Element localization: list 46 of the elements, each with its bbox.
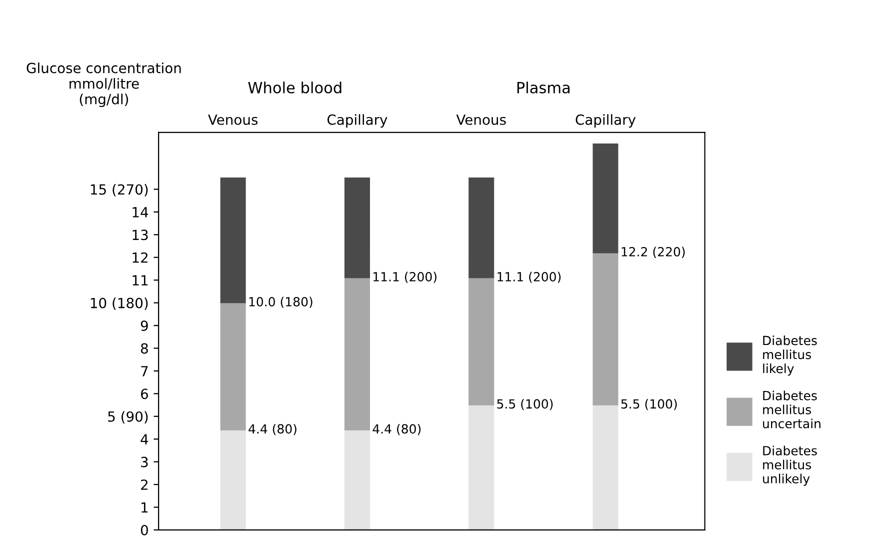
y-tick-label: 12 bbox=[132, 252, 148, 263]
x-tick-label: Capillary bbox=[327, 114, 388, 128]
bar bbox=[344, 277, 370, 430]
bar bbox=[220, 302, 246, 430]
y-tick-label: 5 (90) bbox=[108, 411, 148, 424]
y-tick-label: 15 (270) bbox=[90, 184, 148, 196]
bar bbox=[344, 178, 370, 278]
legend-label: Diabetes mellitus likely bbox=[763, 336, 817, 376]
bar bbox=[592, 404, 618, 530]
y-tick-label: 4 bbox=[140, 434, 148, 444]
y-tick-label: 6 bbox=[140, 388, 148, 400]
y-tick-label: 1 bbox=[142, 502, 148, 512]
annotation: 4.4 (80) bbox=[372, 424, 421, 436]
x-tick-label: Venous bbox=[208, 114, 258, 125]
y-tick-label: 11 bbox=[132, 275, 148, 286]
annotation: 10.0 (180) bbox=[249, 296, 312, 308]
bar bbox=[468, 178, 494, 278]
y-tick-label: 8 bbox=[140, 343, 148, 354]
bar bbox=[220, 430, 246, 530]
annotation: 4.4 (80) bbox=[248, 424, 296, 436]
legend-label: Diabetes mellitus unlikely bbox=[763, 446, 817, 486]
bar bbox=[220, 178, 246, 304]
y-tick-label: 10 (180) bbox=[90, 298, 148, 310]
text: Plasma bbox=[517, 82, 570, 94]
x-tick-label: Venous bbox=[456, 114, 506, 125]
y-tick-label: 2 bbox=[141, 479, 148, 490]
annotation: 5.5 (100) bbox=[621, 398, 677, 410]
y-axis-title: Glucose concentration mmol/litre (mg/dl) bbox=[26, 62, 181, 108]
annotation: 5.5 (100) bbox=[497, 398, 553, 410]
y-tick-label: 7 bbox=[141, 366, 148, 376]
y-tick-label: 13 bbox=[132, 230, 148, 240]
y-tick-label: 14 bbox=[132, 207, 148, 218]
text: Whole blood bbox=[248, 82, 342, 94]
legend-label: Diabetes mellitus uncertain bbox=[763, 390, 820, 428]
y-tick-label: 3 bbox=[141, 456, 148, 468]
y-tick-label: 9 bbox=[140, 320, 148, 331]
bar bbox=[592, 143, 618, 254]
bar bbox=[468, 404, 494, 530]
x-tick-label: Capillary bbox=[576, 114, 636, 128]
annotation: 12.2 (220) bbox=[622, 246, 685, 258]
y-tick-label: 0 bbox=[140, 524, 148, 536]
bar bbox=[344, 430, 370, 530]
bar bbox=[468, 277, 494, 406]
bar bbox=[592, 252, 618, 406]
annotation: 11.1 (200) bbox=[373, 272, 436, 283]
annotation: 11.1 (200) bbox=[498, 272, 561, 283]
